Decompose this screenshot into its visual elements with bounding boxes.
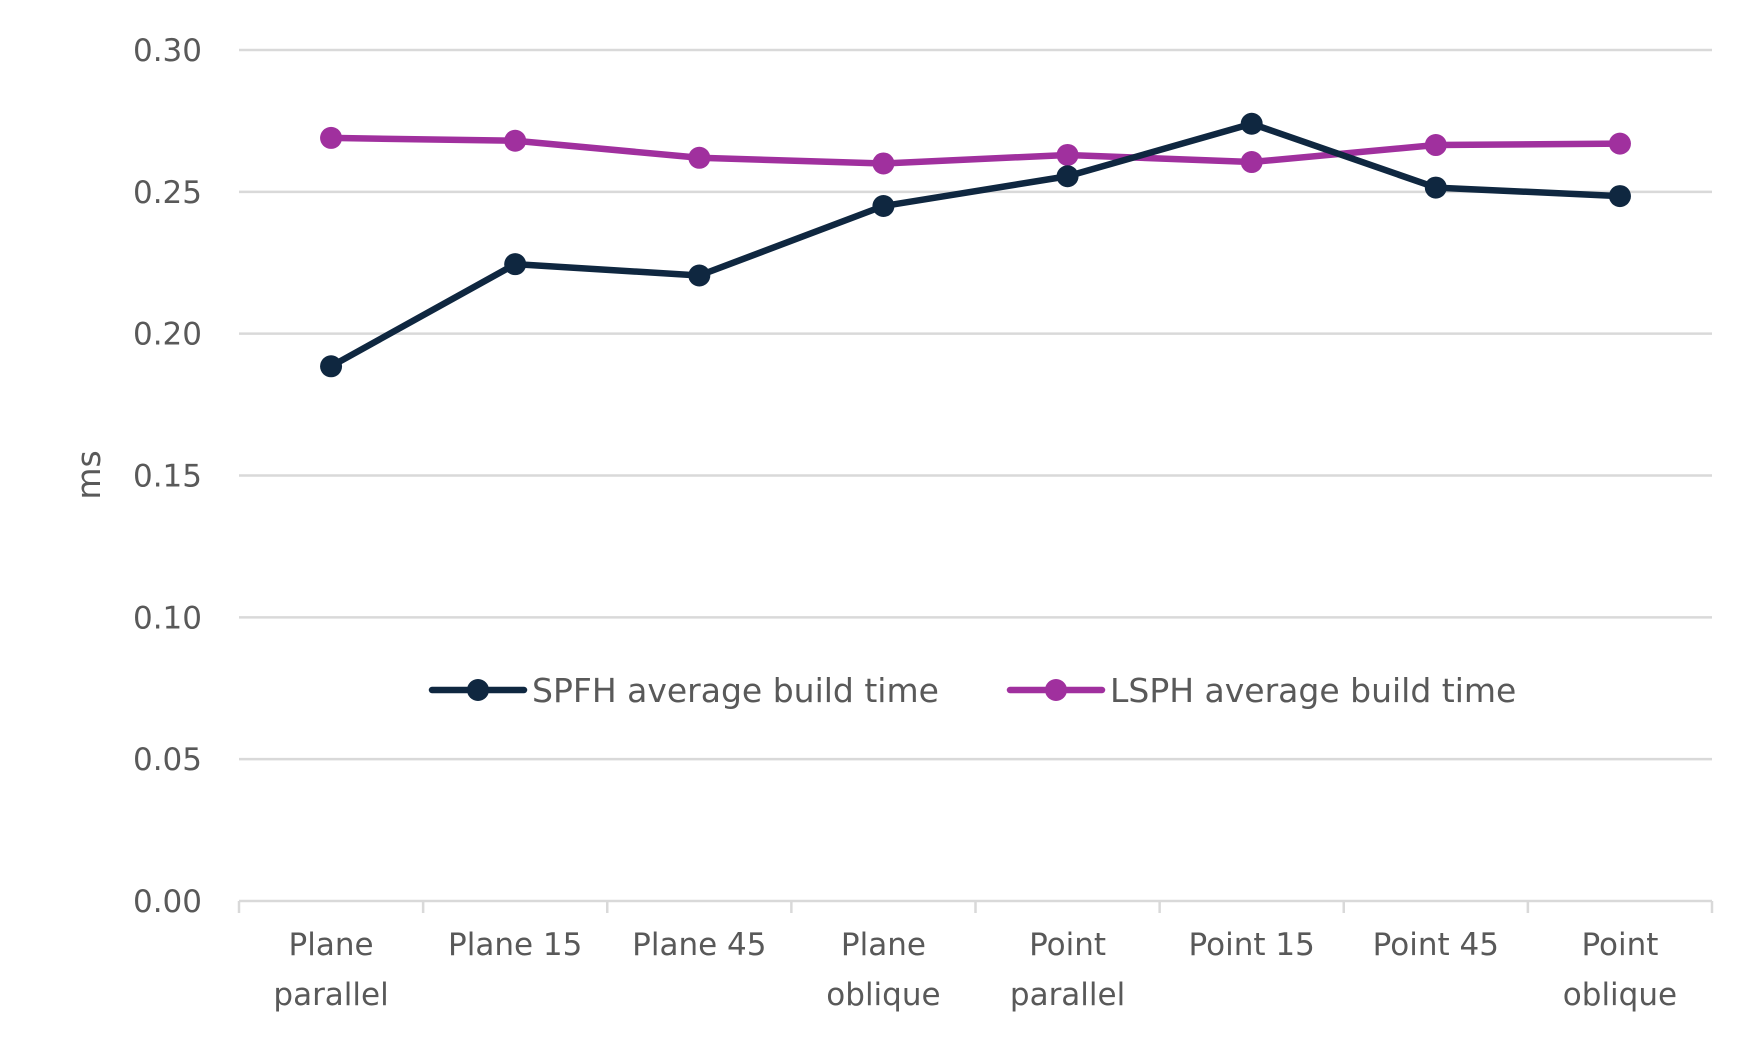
data-point [320, 355, 343, 378]
legend-marker [1045, 679, 1067, 701]
series-lsph [320, 126, 1631, 175]
x-axis-tick-labels: Plane parallel Plane 15 Plane 45 Plane obliqu… [273, 927, 1677, 1013]
x-tick-label: Point 15 [1189, 927, 1315, 963]
data-point [872, 195, 895, 218]
y-tick-label: 0.05 [133, 742, 202, 778]
y-tick-label: 0.30 [133, 33, 202, 69]
data-point [1240, 151, 1263, 174]
data-point [1608, 132, 1631, 155]
series-layer [320, 112, 1631, 378]
data-point [1608, 185, 1631, 208]
x-tick-label: Plane 15 [448, 927, 582, 963]
legend-marker [467, 679, 489, 701]
y-tick-label: 0.10 [133, 600, 202, 636]
data-point [872, 152, 895, 175]
legend-label: SPFH average build time [532, 671, 939, 710]
x-tick-label: Point parallel [1010, 927, 1125, 1013]
y-tick-label: 0.25 [133, 175, 202, 211]
data-point [1056, 143, 1079, 166]
legend-label: LSPH average build time [1110, 671, 1516, 710]
data-point [1424, 176, 1447, 199]
legend-item: LSPH average build time [1006, 671, 1516, 710]
legend: SPFH average build time LSPH average buil… [428, 671, 1516, 710]
x-tick-label: Point 45 [1373, 927, 1499, 963]
data-point [504, 253, 527, 276]
data-point [688, 264, 711, 287]
series-spfh [320, 112, 1631, 378]
y-tick-label: 0.00 [133, 884, 202, 920]
data-point [688, 146, 711, 169]
x-tick-label: Point oblique [1563, 927, 1677, 1013]
x-tick-label: Plane oblique [826, 927, 940, 1013]
data-point [504, 129, 527, 152]
series-line [327, 120, 1624, 370]
x-tick-label: Plane 45 [632, 927, 766, 963]
y-tick-label: 0.15 [133, 459, 202, 495]
y-tick-label: 0.20 [133, 317, 202, 353]
series-line [327, 134, 1624, 167]
data-point [320, 126, 343, 149]
data-point [1056, 165, 1079, 188]
legend-item: SPFH average build time [428, 671, 939, 710]
x-axis [237, 899, 1714, 913]
y-axis-title: ms [69, 450, 108, 499]
data-point [1424, 134, 1447, 157]
data-point [1240, 112, 1263, 135]
x-tick-label: Plane parallel [273, 927, 388, 1013]
y-axis-tick-labels: 0.00 0.05 0.10 0.15 0.20 0.25 0.30 [133, 33, 202, 920]
